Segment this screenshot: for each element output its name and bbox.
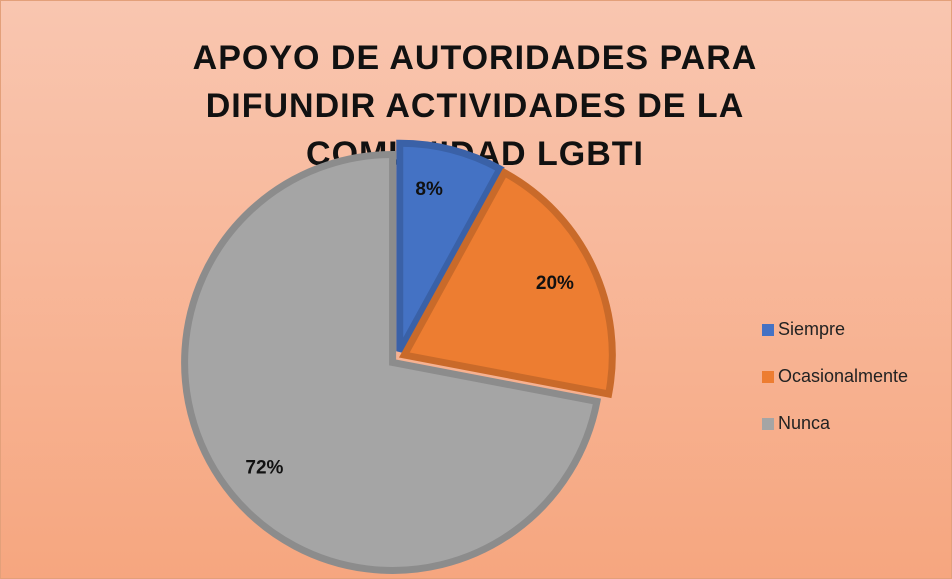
pie-slice: [181, 150, 602, 574]
legend-label: Ocasionalmente: [778, 366, 908, 386]
legend-label: Siempre: [778, 319, 845, 339]
data-label: 72%: [245, 458, 283, 479]
data-label: 20%: [536, 273, 574, 294]
legend-swatch: [762, 371, 774, 383]
pie-slice: [398, 167, 616, 399]
data-label: 8%: [415, 179, 443, 200]
pie-slice: [396, 139, 505, 353]
legend-swatch: [762, 418, 774, 430]
legend-label: Nunca: [778, 413, 831, 433]
legend-swatch: [762, 324, 774, 336]
